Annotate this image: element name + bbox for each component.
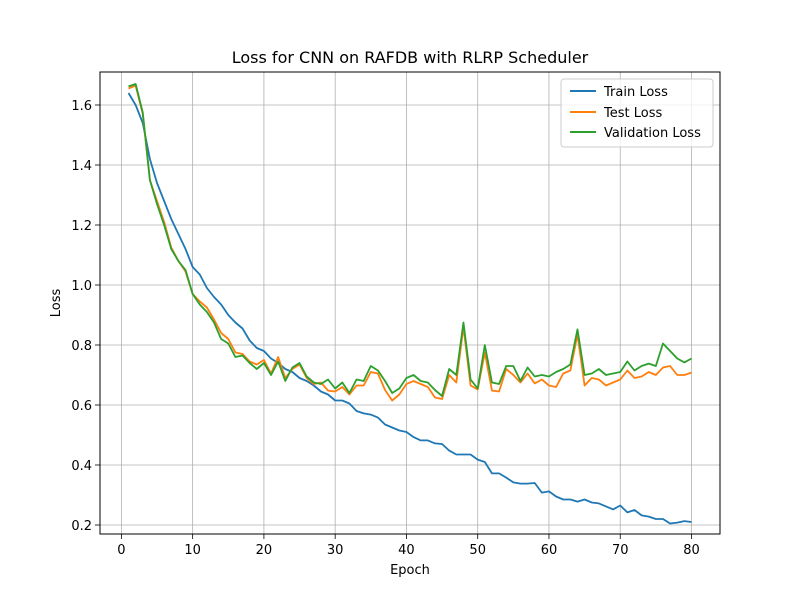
x-tick-label: 10	[184, 543, 201, 558]
x-tick-label: 20	[256, 543, 273, 558]
legend-label-validation: Validation Loss	[604, 126, 701, 141]
y-tick-label: 1.4	[71, 159, 92, 174]
test-loss-line	[128, 84, 692, 402]
x-tick-label: 40	[398, 543, 415, 558]
train-loss-line	[127, 92, 692, 525]
series-lines	[127, 83, 692, 525]
legend-label-train: Train Loss	[603, 85, 668, 100]
validation-loss-line	[128, 83, 692, 397]
y-tick-label: 0.2	[71, 519, 92, 534]
y-tick-label: 1.0	[71, 279, 92, 294]
legend-box	[560, 78, 714, 148]
x-tick-label: 60	[541, 543, 558, 558]
grid-lines	[100, 72, 720, 534]
y-axis-ticks: 0.2 0.4 0.6 0.8 1.0 1.2 1.4 1.6	[71, 99, 100, 534]
y-tick-label: 1.6	[71, 99, 92, 114]
x-tick-label: 80	[683, 543, 700, 558]
chart-title: Loss for CNN on RAFDB with RLRP Schedule…	[232, 48, 589, 67]
x-tick-label: 70	[612, 543, 629, 558]
x-axis-ticks: 0 10 20 30 40 50 60 70 80	[117, 534, 700, 558]
x-tick-label: 50	[469, 543, 486, 558]
y-tick-label: 0.8	[71, 339, 92, 354]
y-tick-label: 0.4	[71, 459, 92, 474]
legend-label-test: Test Loss	[603, 106, 662, 121]
x-axis-label: Epoch	[390, 563, 430, 578]
y-tick-label: 0.6	[71, 399, 92, 414]
legend: Train Loss Test Loss Validation Loss	[560, 78, 714, 148]
x-tick-label: 0	[117, 543, 125, 558]
y-axis-label: Loss	[49, 289, 64, 318]
plot-frame	[99, 71, 721, 535]
y-tick-label: 1.2	[71, 219, 92, 234]
x-tick-label: 30	[327, 543, 344, 558]
